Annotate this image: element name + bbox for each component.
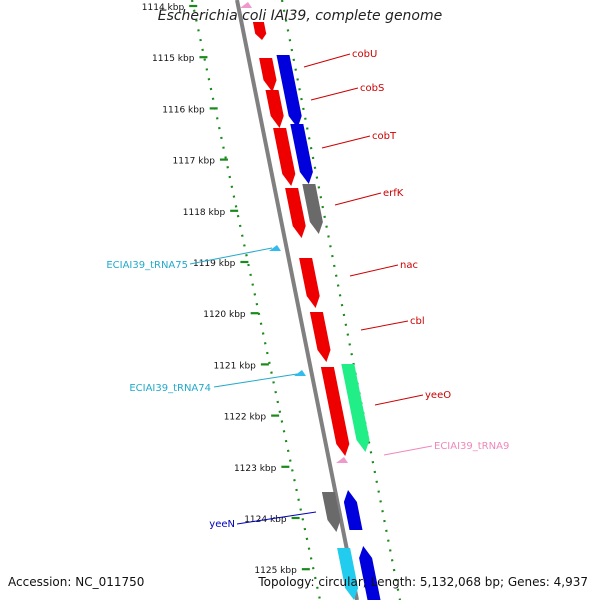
- gene-arrow-nac: [299, 258, 320, 308]
- gene-tracks: [240, 2, 381, 600]
- gene-label-yeeN[interactable]: yeeN: [209, 519, 235, 530]
- gene-arrow-erfK: [285, 188, 306, 238]
- ruler-tick-label: 1119 kbp: [193, 259, 236, 269]
- gene-arrow-cbl: [309, 312, 331, 362]
- map-title: Escherichia coli IAI39, complete genome: [157, 8, 443, 24]
- ruler-tick-label: 1117 kbp: [173, 157, 216, 167]
- label-leader-line: [213, 373, 298, 388]
- label-leader-line: [334, 192, 382, 206]
- ruler-tick-label: 1116 kbp: [162, 105, 205, 115]
- gene-arrow-red-top: [252, 22, 267, 40]
- trna-marker-ECIAI39_tRNA74: [294, 370, 306, 376]
- gene-arrow-gray: [302, 184, 323, 234]
- gene-arrow-cyan: [337, 548, 359, 600]
- gene-labels: cobU cobS cobT erfK nac cbl yeeO ECIAI39_tRNA9 E…: [106, 49, 509, 530]
- label-leader-line: [236, 511, 317, 525]
- label-leader-line: [349, 264, 399, 277]
- ruler-tick-label: 1121 kbp: [213, 361, 256, 371]
- gene-arrow-blue: [359, 546, 381, 600]
- gene-arrow-cobS: [265, 90, 284, 128]
- label-leader-line: [303, 53, 351, 68]
- trna-marker-ECIAI39_tRNA75: [269, 245, 281, 251]
- gene-label-cobT[interactable]: cobT: [372, 131, 397, 142]
- gene-label-ECIAI39_tRNA9[interactable]: ECIAI39_tRNA9: [434, 441, 509, 452]
- ruler-tick-label: 1118 kbp: [183, 208, 226, 218]
- gene-label-cobS[interactable]: cobS: [360, 83, 384, 94]
- topology-text: Topology: circular; Length: 5,132,068 bp…: [258, 575, 588, 589]
- gene-arrow-gray: [321, 492, 341, 532]
- gene-label-yeeO[interactable]: yeeO: [425, 390, 451, 401]
- ruler-tick-label: 1115 kbp: [152, 54, 195, 64]
- gene-label-ECIAI39_tRNA75[interactable]: ECIAI39_tRNA75: [106, 260, 188, 271]
- label-leader-line: [383, 445, 433, 456]
- label-leader-line: [374, 394, 424, 406]
- label-leader-line: [321, 135, 371, 149]
- ruler-tick-label: 1122 kbp: [224, 413, 267, 423]
- genome-backbone: [235, 0, 359, 600]
- ruler-guide-line: [190, 0, 322, 600]
- trna-marker-ECIAI39_tRNA9: [336, 457, 348, 463]
- gene-label-cbl[interactable]: cbl: [410, 316, 425, 327]
- gene-arrow-blue: [276, 55, 302, 128]
- ruler-tick-label: 1120 kbp: [203, 310, 246, 320]
- gene-label-erfK[interactable]: erfK: [383, 188, 404, 199]
- label-leader-line: [310, 87, 359, 101]
- label-leader-line: [360, 320, 409, 331]
- trna-marker-top: [240, 2, 252, 8]
- ruler-ticks: 1114 kbp 1115 kbp 1116 kbp 1117 kbp 1118 kbp…: [142, 3, 310, 576]
- ruler-tick-label: 1114 kbp: [142, 3, 185, 13]
- gene-label-cobU[interactable]: cobU: [352, 49, 377, 60]
- gene-arrow-blue: [290, 124, 313, 184]
- ruler-tick-label: 1123 kbp: [234, 464, 277, 474]
- gene-label-nac[interactable]: nac: [400, 260, 418, 271]
- gene-arrow-yeeO: [320, 367, 350, 456]
- accession-text: Accession: NC_011750: [8, 575, 145, 589]
- gene-arrow-green: [341, 364, 370, 452]
- ruler-tick-label: 1125 kbp: [254, 566, 297, 576]
- gene-arrow-cobT: [273, 128, 296, 186]
- gene-arrow-cobU: [259, 58, 277, 92]
- gene-arrow-yeeN: [343, 490, 363, 530]
- label-leader-line: [189, 247, 273, 265]
- gene-label-ECIAI39_tRNA74[interactable]: ECIAI39_tRNA74: [129, 383, 211, 394]
- outer-guide-line: [280, 0, 402, 600]
